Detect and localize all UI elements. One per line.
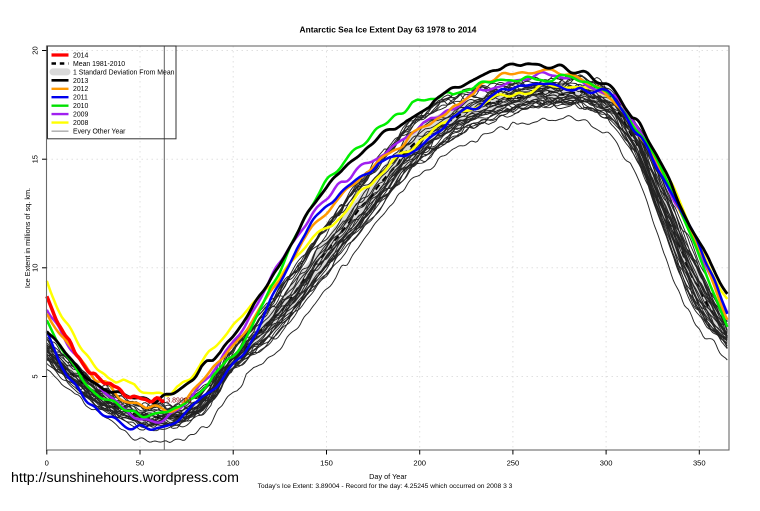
svg-text:1 Standard Deviation From Mean: 1 Standard Deviation From Mean xyxy=(73,69,175,76)
svg-text:2014: 2014 xyxy=(73,52,88,59)
svg-text:2013: 2013 xyxy=(73,78,88,85)
svg-text:10: 10 xyxy=(31,264,40,272)
svg-text:Today's Ice Extent: 3.89004 -: Today's Ice Extent: 3.89004 - Record for… xyxy=(258,483,513,490)
svg-text:Antarctic Sea Ice Extent Day 6: Antarctic Sea Ice Extent Day 63 1978 to … xyxy=(300,25,477,35)
svg-text:Day of Year: Day of Year xyxy=(369,472,407,481)
svg-text:3.89004: 3.89004 xyxy=(166,398,191,405)
svg-text:Mean 1981-2010: Mean 1981-2010 xyxy=(73,61,125,68)
svg-text:Every Other Year: Every Other Year xyxy=(73,129,126,136)
svg-text:http://sunshinehours.wordpress: http://sunshinehours.wordpress.com xyxy=(11,470,239,486)
svg-text:150: 150 xyxy=(320,459,333,468)
svg-text:2009: 2009 xyxy=(73,112,88,119)
svg-text:5: 5 xyxy=(31,374,40,378)
svg-text:20: 20 xyxy=(31,46,40,54)
svg-text:2008: 2008 xyxy=(73,120,88,127)
svg-text:2012: 2012 xyxy=(73,86,88,93)
svg-text:0: 0 xyxy=(45,459,49,468)
svg-text:15: 15 xyxy=(31,155,40,163)
svg-text:2010: 2010 xyxy=(73,103,88,110)
svg-text:200: 200 xyxy=(413,459,426,468)
svg-text:250: 250 xyxy=(507,459,520,468)
svg-text:50: 50 xyxy=(136,459,144,468)
svg-text:100: 100 xyxy=(227,459,240,468)
svg-text:Ice Extent in millions of sq.: Ice Extent in millions of sq. km. xyxy=(23,188,32,288)
svg-text:300: 300 xyxy=(600,459,613,468)
svg-text:2011: 2011 xyxy=(73,95,88,102)
svg-text:350: 350 xyxy=(693,459,706,468)
